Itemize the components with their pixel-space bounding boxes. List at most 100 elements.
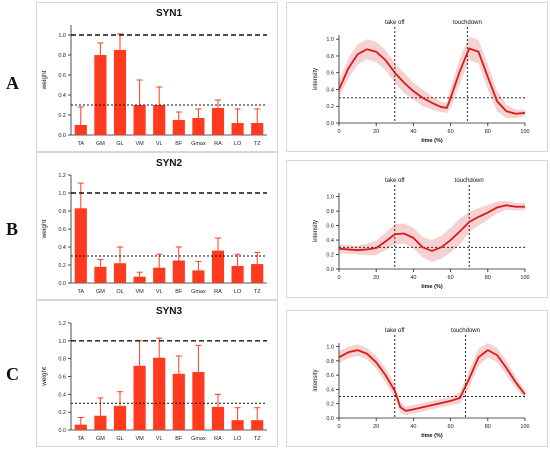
bar-lo (231, 265, 244, 283)
x-tick-label: VM (135, 141, 144, 147)
event-label: take off (385, 178, 405, 184)
bar-gm (94, 415, 107, 430)
panel-syn3-intensity: 0.0 0.2 0.4 0.6 0.8 1.0 0 20 40 60 80 100 time (%) in… (286, 310, 548, 447)
x-tick-label: VM (135, 289, 144, 295)
x-tick-label: VL (156, 141, 163, 147)
y-tick-label: 0.2 (326, 253, 334, 259)
bar-chart-syn1: SYN1 weight 0.0 0.2 0.4 0.6 0.8 1.0 TA GM GL VM VL BF… (41, 8, 267, 147)
chart-title: SYN1 (156, 8, 183, 19)
y-axis-label: intensity (313, 369, 319, 391)
series-line (338, 349, 526, 412)
y-tick-label: 0.0 (326, 416, 334, 422)
line-chart-syn3: 0.0 0.2 0.4 0.6 0.8 1.0 0 20 40 60 80 100 time (%) in… (313, 328, 530, 439)
x-axis-label: time (%) (421, 433, 443, 439)
x-tick-label: 40 (410, 129, 416, 135)
y-tick-label: 0.2 (326, 104, 334, 110)
x-tick-label: 100 (520, 424, 529, 430)
x-tick-label: 80 (485, 424, 491, 430)
y-tick-label: 0.4 (326, 87, 334, 93)
bar-ta (74, 208, 87, 283)
bar-ta (74, 125, 87, 135)
y-tick-label: 0.6 (326, 224, 334, 230)
bar-tz (251, 123, 264, 135)
y-tick-label: 0.4 (58, 392, 66, 398)
y-tick-label: 0.2 (326, 402, 334, 408)
x-tick-label: GM (96, 289, 105, 295)
bar-vm (133, 365, 146, 430)
x-tick-label: RA (214, 141, 222, 147)
y-tick-label: 0.8 (58, 209, 66, 215)
y-tick-label: 0.8 (326, 209, 334, 215)
x-tick-label: BF (175, 141, 183, 147)
y-tick-label: 0.4 (58, 245, 66, 251)
y-tick-label: 0.0 (58, 133, 66, 139)
x-tick-label: TZ (254, 141, 261, 147)
x-tick-label: BF (175, 436, 183, 442)
y-tick-label: 0.0 (58, 281, 66, 287)
bar-gmax (192, 118, 205, 135)
y-tick-label: 0.0 (326, 267, 334, 273)
bar-gl (113, 50, 127, 135)
x-tick-label: 0 (337, 424, 340, 430)
y-tick-label: 0.2 (58, 113, 66, 119)
bar-ta (74, 424, 87, 430)
bar-bf (172, 260, 185, 283)
x-tick-label: 60 (448, 275, 454, 281)
y-tick-label: 1.0 (58, 339, 66, 345)
bar-tz (251, 420, 264, 430)
sd-band (339, 200, 525, 262)
y-tick-label: 0.6 (58, 375, 66, 381)
x-tick-label: 80 (485, 129, 491, 135)
y-axis-label: intensity (313, 220, 319, 242)
x-tick-label: Gmax (191, 141, 206, 147)
x-tick-label: TA (77, 141, 84, 147)
x-tick-label: TA (77, 289, 84, 295)
bar-vm (133, 105, 146, 135)
x-axis-label: time (%) (421, 138, 443, 144)
x-tick-label: 0 (337, 275, 340, 281)
bar-gl (113, 405, 127, 430)
x-tick-label: 40 (410, 424, 416, 430)
line-chart-syn1: 0.0 0.2 0.4 0.6 0.8 1.0 0 20 40 60 80 100 time (%) in… (313, 20, 530, 144)
x-tick-label: RA (214, 436, 222, 442)
x-tick-label: 60 (448, 424, 454, 430)
bar-vl (153, 267, 166, 283)
x-tick-label: Gmax (191, 289, 206, 295)
x-tick-label: 80 (485, 275, 491, 281)
bar-tz (251, 264, 264, 283)
x-tick-label: LO (234, 141, 242, 147)
bar-gmax (192, 270, 205, 283)
y-tick-label: 0.8 (58, 357, 66, 363)
x-tick-label: TZ (254, 289, 261, 295)
y-tick-label: 1.2 (58, 173, 66, 179)
bar-vl (153, 105, 166, 135)
line-chart-syn2: 0.0 0.2 0.4 0.6 0.8 1.0 0 20 40 60 80 100 time (%) in… (313, 178, 530, 290)
y-axis-label: weight (41, 219, 48, 239)
x-tick-label: 100 (520, 275, 529, 281)
chart-title: SYN2 (156, 158, 183, 169)
bar-gmax (192, 372, 205, 430)
sd-band (339, 343, 525, 416)
x-tick-label: GL (116, 141, 123, 147)
y-tick-label: 1.0 (326, 345, 334, 351)
bar-gm (94, 55, 107, 135)
x-tick-label: LO (234, 289, 242, 295)
bar-vl (153, 357, 166, 430)
x-tick-label: OL (116, 289, 123, 295)
bar-ra (211, 108, 225, 135)
bar-chart-syn3: SYN3 weight 0.0 0.2 0.4 0.6 0.8 1.0 1.2 TA GM GL VM V… (41, 306, 267, 442)
row-label-a: A (6, 73, 19, 93)
x-tick-label: 20 (373, 275, 379, 281)
y-tick-label: 0.6 (326, 373, 334, 379)
x-tick-label: GL (116, 436, 123, 442)
bar-lo (231, 420, 244, 430)
bar-chart-syn2: SYN2 weight 0.0 0.2 0.4 0.6 0.8 1.0 1.2 TA GM OL VM V… (41, 158, 267, 295)
event-label: take off (385, 328, 405, 334)
bar-ra (211, 250, 225, 283)
bar-lo (231, 123, 244, 135)
x-tick-label: GM (96, 436, 105, 442)
y-tick-label: 1.2 (58, 321, 66, 327)
series-line (338, 204, 525, 252)
x-tick-label: LO (234, 436, 242, 442)
y-tick-label: 0.8 (58, 53, 66, 59)
